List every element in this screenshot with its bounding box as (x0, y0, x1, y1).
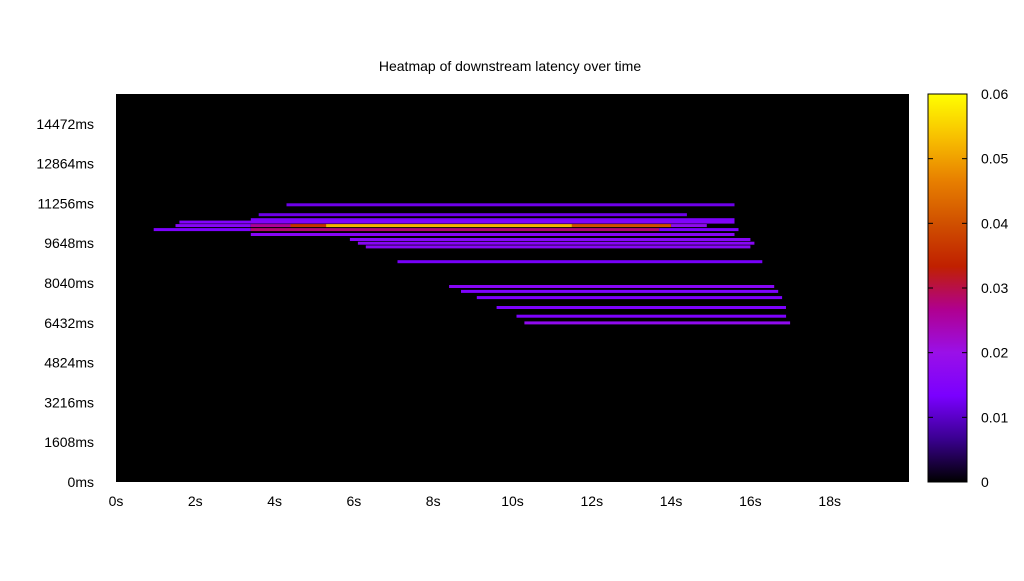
heatmap-cell (449, 285, 775, 288)
heatmap-cell (250, 228, 660, 232)
y-tick-label: 11256ms (37, 195, 94, 211)
x-tick-label: 14s (660, 493, 683, 509)
x-tick-label: 4s (267, 493, 282, 509)
x-axis: 0s 2s 4s 6s 8s 10s 12s 14s 16s 18s (109, 493, 841, 509)
heatmap-cell (572, 224, 672, 228)
y-tick-label: 4824ms (44, 355, 94, 371)
heatmap-cell (365, 245, 751, 249)
y-tick-label: 0ms (68, 474, 94, 490)
heatmap-cell (175, 224, 251, 228)
y-tick-label: 14472ms (36, 116, 94, 132)
heatmap-cell (524, 321, 791, 325)
y-tick-label: 9648ms (44, 235, 94, 251)
x-tick-label: 18s (818, 493, 841, 509)
colorbar-tick-label: 0.01 (981, 409, 1008, 425)
x-tick-label: 8s (426, 493, 441, 509)
colorbar-tick-label: 0.03 (981, 280, 1008, 296)
heatmap-cell (671, 224, 707, 228)
heatmap-cell (659, 228, 739, 232)
heatmap-cell (516, 314, 787, 318)
x-tick-label: 2s (188, 493, 203, 509)
heatmap-cell (250, 233, 735, 236)
y-axis: 0ms 1608ms 3216ms 4824ms 6432ms 8040ms 9648ms 1… (36, 116, 94, 490)
y-tick-label: 6432ms (44, 315, 94, 331)
y-tick-label: 8040ms (44, 275, 94, 291)
heatmap-cell (397, 260, 763, 264)
chart-title: Heatmap of downstream latency over time (379, 58, 641, 74)
heatmap-cell (461, 289, 779, 293)
heatmap-cell (496, 306, 786, 309)
colorbar: 0 0.01 0.02 0.03 0.04 0.05 0.06 (927, 86, 1008, 490)
heatmap-cell (476, 296, 783, 300)
heatmap-cells (153, 203, 791, 325)
heatmap-cell (258, 213, 687, 217)
heatmap-cell (357, 241, 755, 245)
heatmap-cell (349, 238, 751, 241)
y-tick-label: 3216ms (44, 394, 94, 410)
colorbar-tick-label: 0.04 (981, 215, 1008, 231)
x-tick-label: 16s (739, 493, 762, 509)
x-tick-label: 12s (581, 493, 604, 509)
colorbar-tick-label: 0.05 (981, 151, 1008, 167)
colorbar-tick-label: 0.02 (981, 345, 1008, 361)
heatmap-cell (290, 224, 327, 228)
heatmap-cell (179, 220, 735, 224)
x-tick-label: 0s (109, 493, 124, 509)
heatmap-cell (286, 203, 735, 207)
heatmap-cell (250, 224, 291, 228)
y-tick-label: 12864ms (36, 156, 94, 172)
colorbar-scale (927, 93, 968, 483)
heatmap-cell (153, 228, 251, 232)
x-tick-label: 10s (501, 493, 524, 509)
colorbar-tick-label: 0 (981, 474, 989, 490)
heatmap-cell (326, 224, 572, 228)
heatmap-cell (250, 218, 735, 222)
y-tick-label: 1608ms (44, 434, 94, 450)
x-tick-label: 6s (347, 493, 362, 509)
colorbar-tick-label: 0.06 (981, 86, 1008, 102)
